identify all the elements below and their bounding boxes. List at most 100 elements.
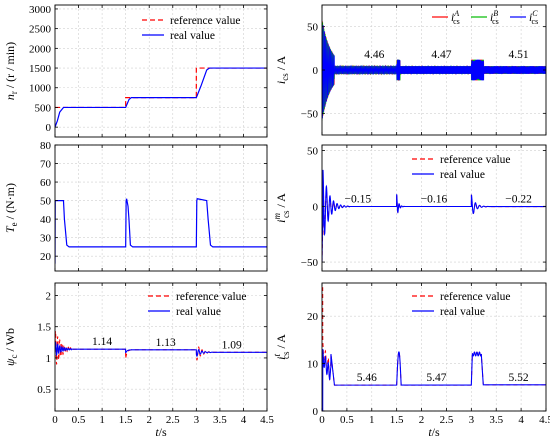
t-current-series-real	[322, 349, 546, 411]
flux-x-tick-label: 1	[99, 414, 105, 426]
flux-y-axis-label: ψc / Wb	[3, 328, 19, 366]
m-current-segment-value: −0.15	[345, 193, 372, 205]
t-current-y-tick-label: 20	[307, 311, 319, 323]
m-current-plot	[322, 169, 546, 263]
phase-currents-panel: 4.46 4.47 4.51 −50 0 50 ics / A iA cs iB cs iC cs	[274, 4, 547, 136]
t-current-y-tick-label: 0	[313, 406, 319, 418]
torque-series-real	[55, 198, 267, 264]
t-current-x-tick-label: 2	[419, 414, 425, 426]
torque-y-axis-label: Te / (N·m)	[3, 183, 19, 233]
torque-y-tick-label: 20	[40, 251, 52, 263]
t-current-segment-value: 5.46	[357, 372, 377, 384]
t-current-x-tick-label: 0	[319, 414, 325, 426]
phase-currents-y-tick-label: −50	[301, 108, 319, 120]
phase-currents-phase-C	[322, 25, 546, 119]
t-current-x-tick-label: 0.5	[340, 414, 354, 426]
legend-label-phase-B: iB cs	[490, 9, 499, 26]
speed-y-axis-label: nr / (r / min)	[3, 42, 19, 100]
speed-y-tick-label: 500	[35, 102, 52, 114]
flux-plot-area	[55, 283, 267, 411]
phase-currents-y-axis-label: ics / A	[274, 56, 290, 85]
flux-x-tick-label: 2.5	[166, 414, 180, 426]
torque-y-tick-label: 50	[40, 196, 52, 208]
speed-y-tick-label: 3000	[29, 4, 52, 16]
t-current-y-tick-label: 10	[307, 359, 319, 371]
m-current-y-tick-label: 50	[307, 146, 319, 158]
torque-axes-frame	[54, 144, 268, 272]
t-current-segment-value: 5.47	[426, 372, 446, 384]
speed-y-tick-label: 0	[46, 122, 52, 134]
flux-x-tick-label: 3	[194, 414, 200, 426]
flux-x-tick-label: 3.5	[213, 414, 227, 426]
t-current-x-tick-label: 3	[469, 414, 475, 426]
m-current-panel: −0.15 −0.16 −0.22 −50 0 50 imcs / A reference v…	[272, 144, 547, 272]
flux-x-tick-label: 1.5	[119, 414, 133, 426]
legend-label-phase-A: iA cs	[451, 9, 460, 26]
t-current-x-tick-label: 1	[369, 414, 375, 426]
m-current-series-real	[322, 169, 546, 263]
flux-x-axis-label: t/s	[155, 425, 167, 439]
flux-y-tick-label: 1	[46, 353, 52, 365]
torque-plot-area	[55, 145, 267, 271]
flux-axes-frame	[54, 282, 268, 412]
speed-axes-frame	[54, 4, 268, 138]
flux-panel: 1.14 1.13 1.09 0 0.5 1 1.5 2 2.5 3 3.5 4 4.5 0.5 1 1.5 2…	[3, 282, 274, 439]
phase-currents-amplitude-value: 4.46	[364, 49, 384, 61]
speed-plot	[55, 67, 267, 128]
flux-x-tick-label: 4.5	[260, 414, 274, 426]
t-current-x-tick-label: 3.5	[489, 414, 503, 426]
m-current-y-tick-label: −50	[301, 257, 319, 269]
speed-plot-area	[55, 5, 267, 137]
flux-x-tick-label: 2	[146, 414, 152, 426]
flux-y-tick-label: 1.5	[37, 322, 51, 334]
legend-label-t-reference: reference value	[440, 291, 511, 303]
legend-label-t-real: real value	[440, 306, 485, 318]
flux-x-tick-label: 4	[241, 414, 247, 426]
speed-panel: 0 500 1000 1500 2000 2500 3000 nr / (r / min) re…	[3, 4, 268, 138]
t-current-x-tick-label: 4	[518, 414, 524, 426]
t-current-segment-value: 5.52	[509, 372, 529, 384]
flux-y-tick-label: 0.5	[37, 384, 51, 396]
torque-y-tick-label: 80	[40, 140, 52, 152]
phase-currents-amplitude-value: 4.51	[509, 49, 529, 61]
phase-currents-y-tick-label: 0	[313, 65, 319, 77]
legend-label-speed-real: real value	[170, 30, 215, 42]
flux-x-tick-label: 0.5	[72, 414, 86, 426]
phase-currents-amplitude-value: 4.47	[431, 49, 451, 61]
t-current-x-tick-label: 1.5	[390, 414, 404, 426]
m-current-plot-area	[322, 145, 546, 271]
torque-y-tick-label: 70	[40, 159, 52, 171]
m-current-y-axis-label: imcs / A	[272, 193, 291, 223]
legend-label-speed-reference: reference value	[170, 15, 241, 27]
t-current-axes-frame	[321, 282, 547, 412]
t-current-plot-area	[322, 283, 546, 411]
phase-currents-y-tick-label: 50	[307, 22, 319, 34]
t-current-x-axis-label: t/s	[428, 425, 440, 439]
speed-y-tick-label: 2000	[29, 43, 52, 55]
t-current-panel: 5.46 5.47 5.52 0 0.5 1 1.5 2 2.5 3 3.5 4 4.5 0 10 20 itc…	[272, 282, 550, 439]
t-current-x-tick-label: 2.5	[440, 414, 454, 426]
legend-label-m-real: real value	[440, 169, 485, 181]
legend-label-m-reference: reference value	[440, 154, 511, 166]
torque-panel: 20 30 40 50 60 70 80 Te / (N·m)	[3, 140, 268, 272]
flux-x-tick-label: 0	[52, 414, 58, 426]
speed-series-real	[55, 67, 267, 128]
flux-segment-value: 1.13	[156, 337, 176, 349]
flux-y-tick-label: 2	[46, 290, 52, 302]
torque-y-tick-label: 30	[40, 233, 52, 245]
m-current-segment-value: −0.22	[505, 194, 532, 206]
torque-y-tick-label: 40	[40, 214, 52, 226]
flux-plot	[55, 330, 267, 365]
t-current-y-axis-label: itcs / A	[272, 334, 291, 360]
legend-label-flux-real: real value	[176, 306, 221, 318]
m-current-axes-frame	[321, 144, 547, 272]
m-current-segment-value: −0.16	[421, 194, 448, 206]
t-current-plot	[322, 287, 546, 411]
flux-series-real	[55, 341, 267, 357]
legend-label-flux-reference: reference value	[176, 291, 247, 303]
speed-y-tick-label: 2500	[29, 24, 52, 36]
torque-y-tick-label: 60	[40, 177, 52, 189]
m-current-y-tick-label: 0	[313, 201, 319, 213]
speed-y-tick-label: 1500	[29, 63, 52, 75]
